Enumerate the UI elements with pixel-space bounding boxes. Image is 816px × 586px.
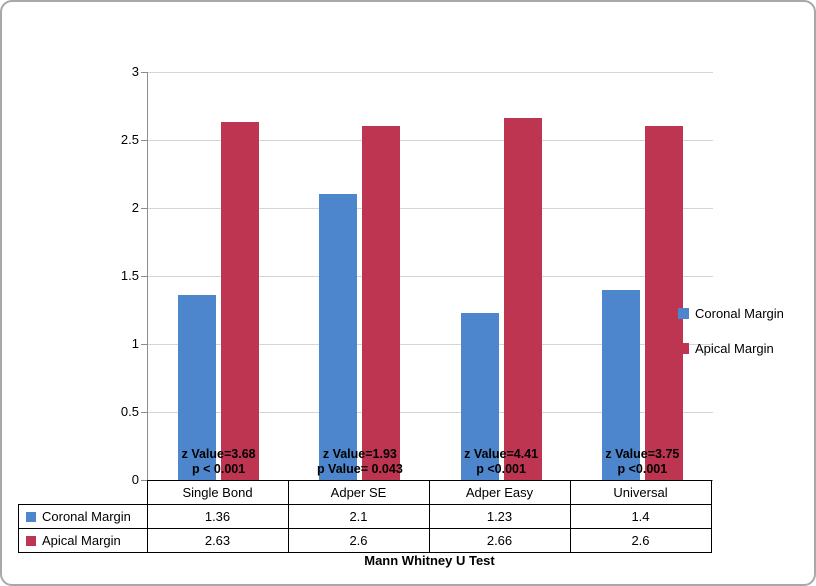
- bar-coronal-margin-adper-se: [319, 194, 358, 480]
- gridline: [148, 412, 713, 413]
- y-axis-tick: [141, 480, 147, 481]
- gridline: [148, 208, 713, 209]
- bar-coronal-margin-universal: [601, 289, 640, 480]
- bar-coronal-margin-adper-easy: [460, 312, 499, 480]
- stat-annotation-line: p Value= 0.043: [316, 462, 403, 476]
- table-legend-key-coronal-margin: [26, 512, 36, 522]
- legend-swatch-coronal-margin: [678, 308, 689, 319]
- category-header-adper-easy: Adper Easy: [428, 480, 571, 505]
- stat-annotation-line: p <0.001: [476, 462, 526, 476]
- data-table: Single Bond Adper SE Adper Easy Universal Co…: [18, 480, 712, 553]
- y-axis-tick: [141, 208, 147, 209]
- y-axis-tick: [141, 344, 147, 345]
- legend-swatch-apical-margin: [678, 343, 689, 354]
- category-header-adper-se: Adper SE: [287, 480, 430, 505]
- y-axis-tick: [141, 276, 147, 277]
- y-axis-label: 1: [131, 336, 139, 351]
- gridline: [148, 140, 713, 141]
- y-axis-label: 1.5: [120, 268, 139, 283]
- y-axis-tick: [141, 140, 147, 141]
- bar-apical-margin-single-bond: [221, 122, 260, 480]
- stat-annotation-line: p <0.001: [617, 462, 668, 476]
- stat-annotation-line: z Value=3.68: [181, 447, 256, 461]
- table-row-label: Coronal Margin: [42, 509, 131, 524]
- stat-annotation-single-bond: z Value=3.68 p < 0.001: [148, 447, 289, 477]
- chart-caption: Mann Whitney U Test: [364, 553, 495, 568]
- legend-item-coronal-margin: Coronal Margin: [678, 306, 784, 321]
- gridline: [148, 72, 713, 73]
- table-cell-coronal-margin-adper-easy: 1.23: [428, 504, 571, 529]
- data-table-grid: Single Bond Adper SE Adper Easy Universal Co…: [18, 480, 712, 553]
- table-cell-apical-margin-universal: 2.6: [569, 528, 712, 553]
- table-legend-key-apical-margin: [26, 536, 36, 546]
- stat-annotation-adper-se: z Value=1.93 p Value= 0.043: [289, 447, 430, 477]
- table-row-header-apical-margin: Apical Margin: [18, 528, 148, 553]
- legend-label: Coronal Margin: [695, 306, 784, 321]
- y-axis-label: 0: [131, 472, 139, 487]
- y-axis-tick: [141, 412, 147, 413]
- stat-annotation-line: p < 0.001: [192, 462, 246, 476]
- stat-annotation-line: z Value=4.41: [464, 447, 539, 461]
- legend-label: Apical Margin: [695, 341, 774, 356]
- table-cell-coronal-margin-single-bond: 1.36: [146, 504, 289, 529]
- table-cell-apical-margin-single-bond: 2.63: [146, 528, 289, 553]
- table-cell-apical-margin-adper-se: 2.6: [287, 528, 430, 553]
- stat-annotation-line: z Value=1.93: [322, 447, 397, 461]
- stat-annotation-line: z Value=3.75: [605, 447, 680, 461]
- table-cell-coronal-margin-adper-se: 2.1: [287, 504, 430, 529]
- table-cell-coronal-margin-universal: 1.4: [569, 504, 712, 529]
- legend-item-apical-margin: Apical Margin: [678, 341, 774, 356]
- gridline: [148, 276, 713, 277]
- y-axis-label: 3: [131, 64, 139, 79]
- bar-coronal-margin-single-bond: [178, 295, 217, 480]
- y-axis-label: 0.5: [120, 404, 139, 419]
- table-cell-apical-margin-adper-easy: 2.66: [428, 528, 571, 553]
- y-axis-tick: [141, 72, 147, 73]
- stat-annotation-adper-easy: z Value=4.41 p <0.001: [431, 447, 572, 477]
- bar-apical-margin-adper-easy: [503, 118, 542, 480]
- bar-apical-margin-universal: [644, 126, 683, 480]
- table-row-label: Apical Margin: [42, 533, 121, 548]
- bar-apical-margin-adper-se: [362, 126, 401, 480]
- category-header-universal: Universal: [569, 480, 712, 505]
- gridline: [148, 344, 713, 345]
- stat-annotation-universal: z Value=3.75 p <0.001: [572, 447, 713, 477]
- plot-area: z Value=3.68 p < 0.001 z Value=1.93 p Value…: [141, 72, 713, 481]
- table-row-header-coronal-margin: Coronal Margin: [18, 504, 148, 529]
- y-axis-label: 2: [131, 200, 139, 215]
- category-header-single-bond: Single Bond: [146, 480, 289, 505]
- y-axis-label: 2.5: [120, 132, 139, 147]
